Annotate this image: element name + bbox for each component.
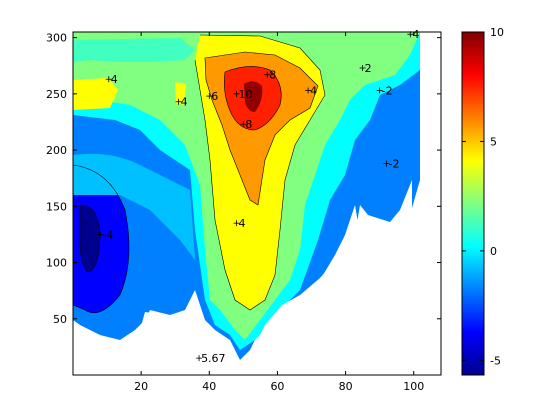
colorbar-tick-label: 5 bbox=[490, 135, 497, 148]
contour-label: 5.67 bbox=[201, 352, 226, 365]
contour-label: 4 bbox=[181, 96, 188, 109]
contour-label: -2 bbox=[388, 158, 399, 171]
contour-label: 4 bbox=[111, 73, 118, 86]
contour-line bbox=[73, 164, 130, 314]
contour-lines bbox=[73, 34, 326, 314]
x-tick-label: 20 bbox=[134, 380, 148, 393]
contour-label: 4 bbox=[412, 28, 419, 41]
x-tick-label: 40 bbox=[202, 380, 216, 393]
y-tick-label: 50 bbox=[53, 313, 67, 326]
plot-frame bbox=[72, 31, 442, 376]
y-axis: 50 100 150 200 250 300 bbox=[46, 32, 441, 326]
contour-line bbox=[224, 66, 282, 131]
x-tick-label: 80 bbox=[339, 380, 353, 393]
contour-label: 8 bbox=[245, 118, 252, 131]
colorbar bbox=[461, 31, 485, 376]
contour-level-min bbox=[80, 205, 100, 272]
y-tick-label: 250 bbox=[46, 88, 67, 101]
contour-label: 2 bbox=[365, 62, 372, 75]
contour-label: 4 bbox=[239, 217, 246, 230]
x-tick-label: 100 bbox=[403, 380, 424, 393]
contour-label: 4 bbox=[310, 84, 317, 97]
contour-level-light-blue bbox=[73, 153, 195, 260]
x-axis: 20 40 60 80 100 bbox=[134, 32, 424, 393]
y-tick-label: 200 bbox=[46, 144, 67, 157]
colorbar-tick-label: 0 bbox=[490, 245, 497, 258]
colorbar-tick-label: -5 bbox=[490, 354, 501, 367]
contour-level-max bbox=[244, 81, 263, 112]
y-tick-label: 150 bbox=[46, 200, 67, 213]
contour-label: 10 bbox=[239, 88, 253, 101]
contour-level-yellow-small bbox=[175, 82, 186, 105]
contour-line bbox=[194, 34, 326, 311]
contour-label: 8 bbox=[269, 69, 276, 82]
y-tick-label: 300 bbox=[46, 32, 67, 45]
contour-label: 6 bbox=[211, 90, 218, 103]
colorbar-axis: -5 0 5 10 bbox=[462, 26, 504, 367]
contour-label: -2 bbox=[382, 84, 393, 97]
contour-level-yellow-left bbox=[73, 78, 118, 110]
contour-labels: 4 4 6 8 8 10 4 2 -2 -2 4 -4 5.67 4 bbox=[97, 28, 419, 365]
contour-line bbox=[79, 204, 101, 273]
contour-label: -4 bbox=[102, 228, 113, 241]
contour-fills bbox=[73, 32, 441, 375]
no-data-region bbox=[73, 110, 441, 375]
contour-level-teal bbox=[73, 38, 195, 62]
y-tick-label: 100 bbox=[46, 257, 67, 270]
colorbar-tick-label: 10 bbox=[490, 26, 504, 39]
contour-line bbox=[204, 51, 319, 206]
contour-level-dark-blue bbox=[73, 165, 129, 313]
x-tick-label: 60 bbox=[270, 380, 284, 393]
